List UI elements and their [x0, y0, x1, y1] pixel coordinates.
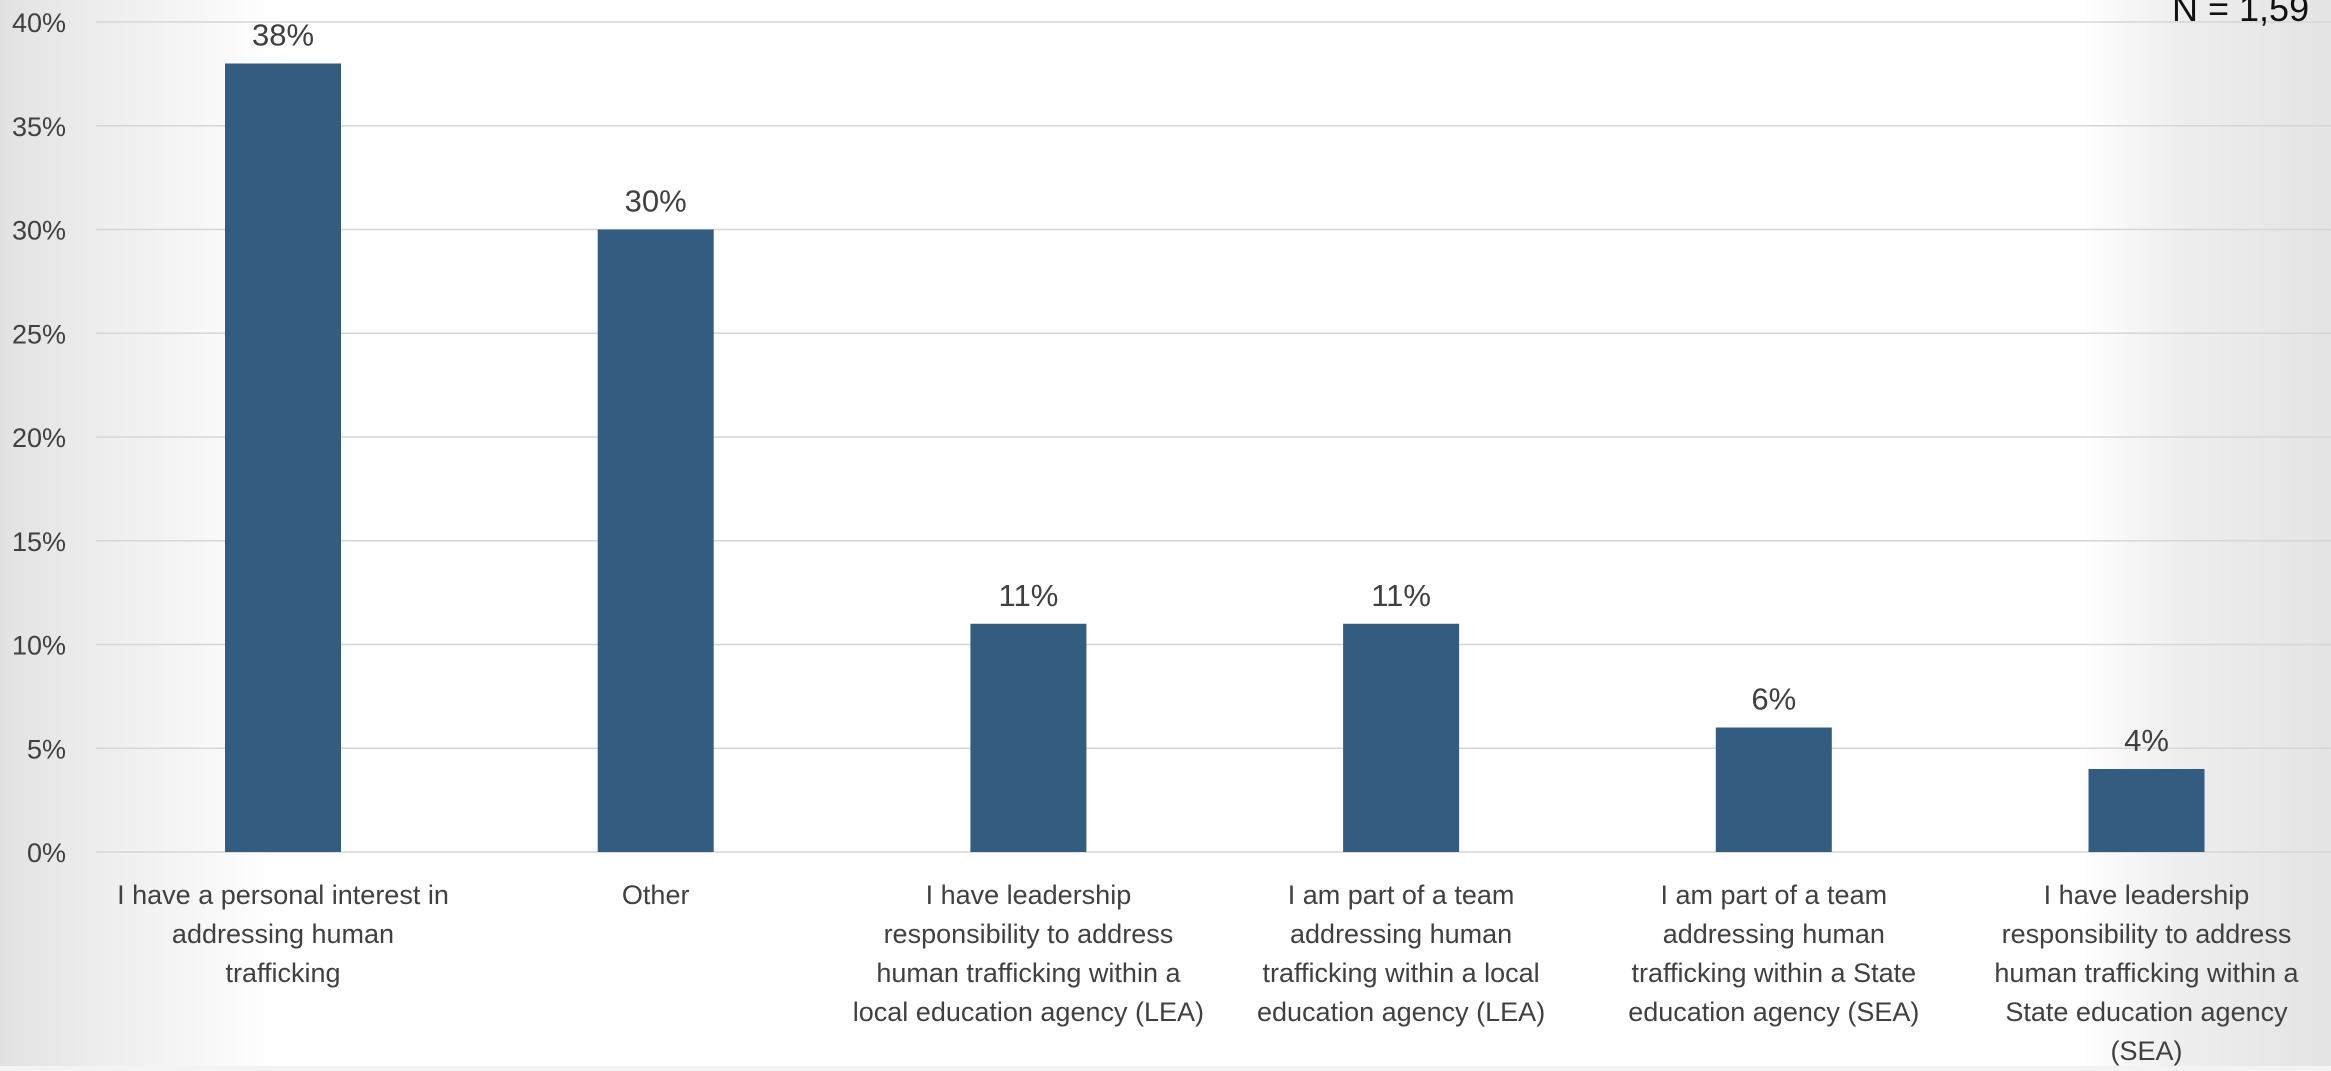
- bar-data-labels: 38% 30% 11% 11% 6% 4%: [252, 18, 2169, 759]
- gridlines: [96, 21, 2331, 853]
- y-axis-tick-labels: 0% 5% 10% 15% 20% 25% 30% 35% 40%: [12, 8, 66, 868]
- bar-data-label: 30%: [625, 184, 687, 219]
- x-category-label-line: trafficking within a State: [1631, 958, 1916, 988]
- x-category-label: Other: [622, 880, 690, 910]
- bar-data-label: 38%: [252, 18, 314, 53]
- y-tick-label: 40%: [12, 8, 66, 38]
- sample-size-label: N = 1,59: [2172, 0, 2310, 29]
- x-category-label: I have a personal interest in addressing …: [117, 880, 449, 988]
- x-category-label-line: education agency (LEA): [1257, 997, 1545, 1027]
- x-axis-category-labels: I have a personal interest in addressing …: [117, 880, 2299, 1066]
- x-category-label: I am part of a team addressing human traff…: [1628, 880, 1919, 1027]
- bar-1: [225, 63, 341, 852]
- x-category-label-line: addressing human: [1290, 919, 1512, 949]
- bar-data-label: 11%: [999, 578, 1059, 613]
- x-category-label-line: (SEA): [2110, 1036, 2182, 1066]
- y-tick-label: 5%: [27, 734, 66, 764]
- bar-data-label: 6%: [1751, 682, 1796, 717]
- x-category-label-line: I am part of a team: [1288, 880, 1515, 910]
- x-category-label-line: State education agency: [2005, 997, 2288, 1027]
- x-category-label-line: trafficking within a local: [1263, 958, 1540, 988]
- bar-data-label: 11%: [1371, 578, 1431, 613]
- y-tick-label: 35%: [12, 112, 66, 142]
- x-category-label-line: education agency (SEA): [1628, 997, 1919, 1027]
- y-tick-label: 30%: [12, 216, 66, 246]
- bar-data-label: 4%: [2124, 723, 2169, 758]
- x-category-label-line: I have a personal interest in: [117, 880, 449, 910]
- x-category-label-line: I have leadership: [2044, 880, 2250, 910]
- bars: [225, 63, 2205, 852]
- x-category-label: I have leadership responsibility to addre…: [853, 880, 1204, 1027]
- x-category-label-line: human trafficking within a: [1994, 958, 2299, 988]
- x-category-label-line: addressing human: [172, 919, 394, 949]
- x-category-label-line: I am part of a team: [1660, 880, 1887, 910]
- bar-3: [970, 623, 1087, 852]
- y-tick-label: 20%: [12, 423, 66, 453]
- y-tick-label: 25%: [12, 319, 66, 349]
- y-tick-label: 15%: [12, 527, 66, 557]
- bar-6: [2088, 769, 2205, 852]
- bar-5: [1715, 727, 1832, 852]
- x-category-label-line: human trafficking within a: [876, 958, 1181, 988]
- x-category-label-line: local education agency (LEA): [853, 997, 1204, 1027]
- y-tick-label: 0%: [27, 838, 66, 868]
- x-category-label-line: I have leadership: [926, 880, 1132, 910]
- bar-2: [597, 229, 714, 852]
- x-category-label-line: responsibility to address: [884, 919, 1174, 949]
- x-category-label-line: responsibility to address: [2002, 919, 2292, 949]
- x-category-label-line: addressing human: [1663, 919, 1885, 949]
- x-category-label-line: trafficking: [225, 958, 340, 988]
- bar-4: [1343, 623, 1460, 852]
- x-category-label-line: Other: [622, 880, 690, 910]
- x-category-label: I have leadership responsibility to addre…: [1994, 880, 2299, 1066]
- x-category-label: I am part of a team addressing human traff…: [1257, 880, 1545, 1027]
- y-tick-label: 10%: [12, 631, 66, 661]
